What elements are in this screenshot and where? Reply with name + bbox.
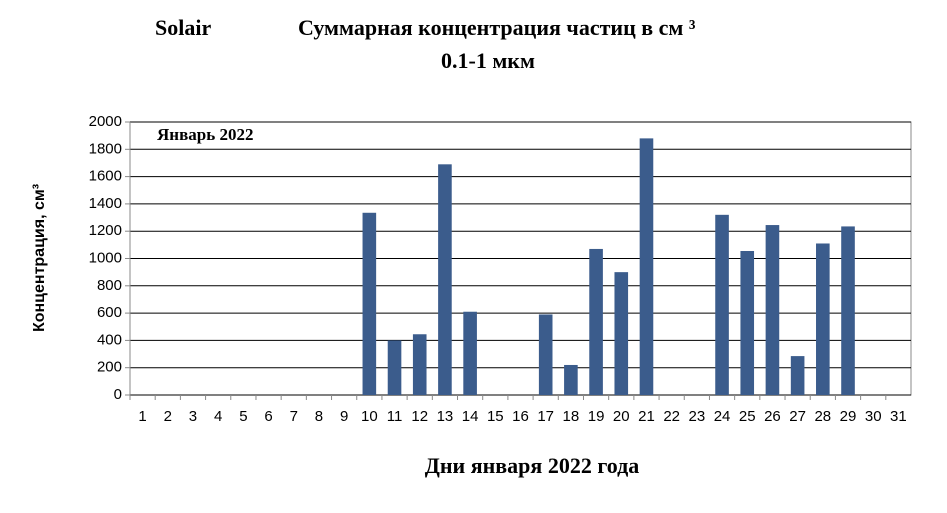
x-tick-label: 2 (164, 408, 172, 425)
bar (614, 272, 629, 395)
y-tick-label: 0 (114, 386, 122, 403)
chart-subtitle: 0.1-1 мкм (441, 48, 535, 73)
y-tick-label: 1600 (89, 168, 122, 185)
x-tick-label: 10 (361, 408, 378, 425)
x-tick-label: 18 (563, 408, 580, 425)
chart-title: Суммарная концентрация частиц в см ³ (298, 15, 696, 40)
bar (589, 248, 603, 395)
x-tick-label: 26 (764, 408, 781, 425)
y-tick-label: 2000 (89, 113, 122, 130)
bar (816, 243, 830, 395)
bar (412, 334, 427, 395)
x-tick-label: 25 (739, 408, 756, 425)
bar (564, 364, 578, 395)
x-tick-label: 9 (340, 408, 348, 425)
bar (740, 250, 755, 395)
bar (387, 340, 402, 395)
x-tick-label: 17 (537, 408, 554, 425)
x-axis-label: Дни января 2022 года (425, 453, 640, 478)
y-axis-label: Концентрация, см³ (31, 184, 48, 332)
x-tick-label: 12 (411, 408, 428, 425)
x-tick-label: 24 (714, 408, 731, 425)
x-tick-label: 8 (315, 408, 323, 425)
x-tick-label: 11 (387, 408, 403, 425)
y-tick-label: 600 (97, 304, 122, 321)
x-tick-label: 4 (214, 408, 222, 425)
bar (765, 225, 780, 395)
bar (715, 214, 729, 395)
bar (438, 164, 452, 395)
bar (790, 356, 805, 395)
x-tick-label: 31 (890, 408, 907, 425)
x-tick-label: 16 (512, 408, 529, 425)
y-tick-label: 1800 (89, 140, 122, 157)
y-tick-label: 400 (97, 331, 122, 348)
x-tick-label: 27 (789, 408, 806, 425)
y-tick-label: 1000 (89, 249, 122, 266)
x-tick-label: 22 (663, 408, 680, 425)
x-tick-label: 1 (138, 408, 146, 425)
x-tick-label: 30 (865, 408, 882, 425)
x-tick-label: 20 (613, 408, 630, 425)
x-tick-label: 5 (239, 408, 247, 425)
bar (841, 226, 855, 395)
x-tick-label: 3 (189, 408, 197, 425)
bar (362, 212, 377, 395)
y-tick-label: 1200 (89, 222, 122, 239)
x-tick-label: 23 (689, 408, 706, 425)
x-tick-label: 19 (588, 408, 605, 425)
x-tick-label: 7 (290, 408, 298, 425)
x-tick-label: 13 (437, 408, 454, 425)
x-tick-label: 29 (840, 408, 857, 425)
station-label: Solair (155, 15, 211, 40)
annotation: Январь 2022 (157, 125, 253, 144)
x-tick-label: 14 (462, 408, 479, 425)
x-tick-label: 15 (487, 408, 504, 425)
bar (639, 138, 654, 395)
bar (538, 314, 553, 395)
x-tick-label: 6 (264, 408, 272, 425)
x-tick-label: 28 (814, 408, 831, 425)
y-tick-label: 800 (97, 277, 122, 294)
x-tick-label: 21 (638, 408, 655, 425)
y-tick-label: 1400 (89, 195, 122, 212)
bar (463, 311, 477, 395)
y-tick-label: 200 (97, 359, 122, 376)
